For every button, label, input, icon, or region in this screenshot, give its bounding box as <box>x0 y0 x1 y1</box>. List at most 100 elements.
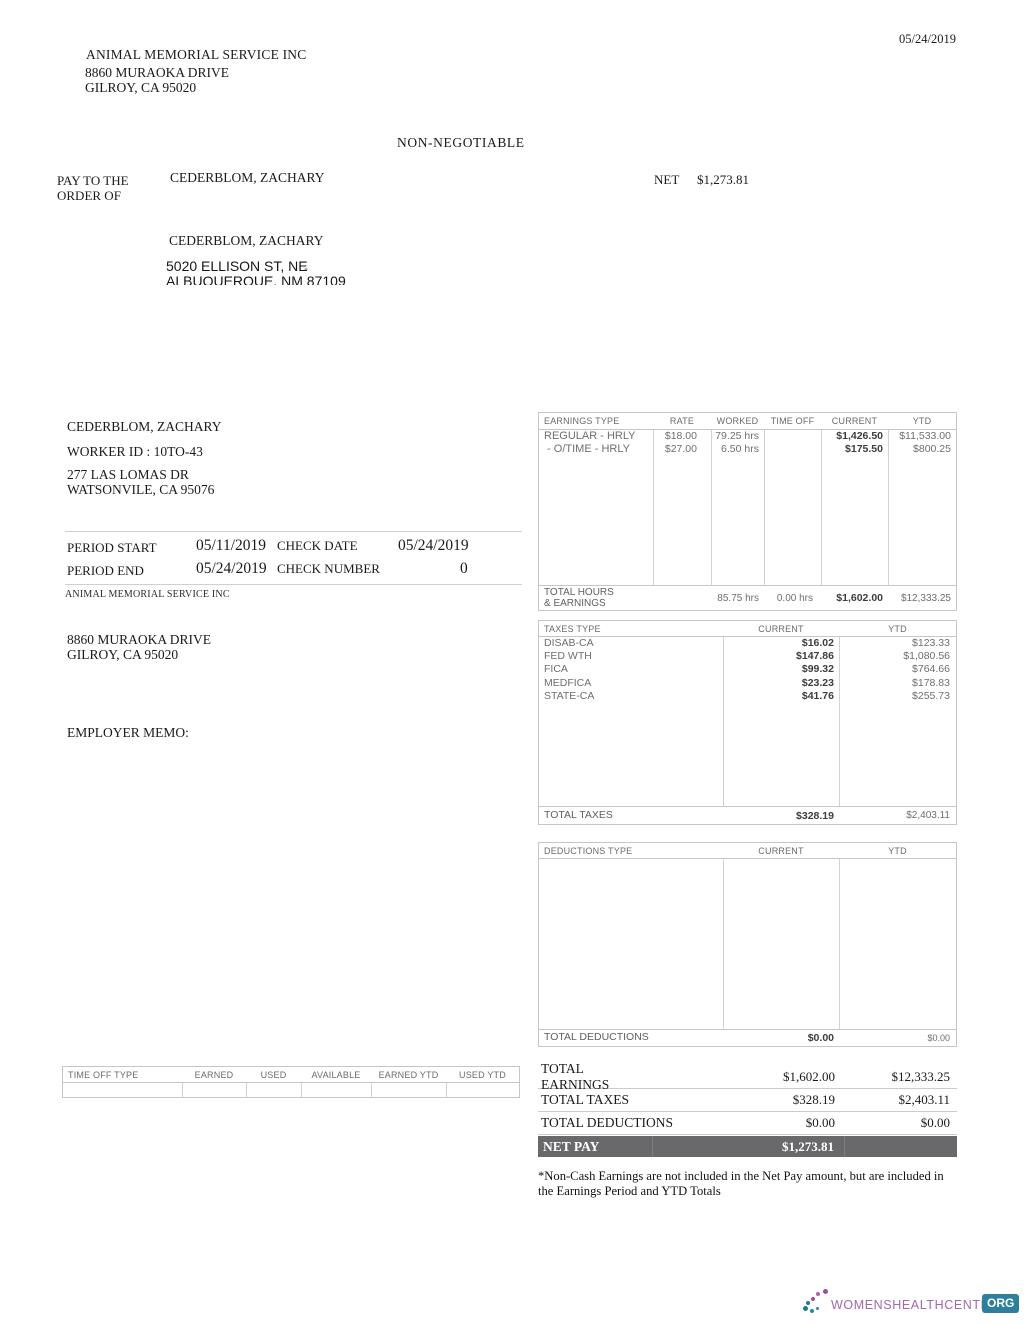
timeoff-header-used-ytd: USED YTD <box>459 1069 506 1080</box>
check-date-label: CHECK DATE <box>277 538 358 553</box>
non-negotiable-label: NON-NEGOTIABLE <box>397 135 525 150</box>
tax-row-type: FICA <box>544 663 568 676</box>
net-label: NET <box>654 172 680 187</box>
timeoff-header-earned: EARNED <box>194 1069 234 1080</box>
earnings-total-current: $1,602.00 <box>836 592 883 604</box>
earnings-row-rate: $27.00 <box>664 443 697 456</box>
period-end-value: 05/24/2019 <box>196 560 267 577</box>
earnings-row-type: - O/TIME - HRLY <box>544 443 630 456</box>
summary-row-deductions: TOTAL DEDUCTIONS $0.00 $0.00 <box>538 1112 957 1135</box>
tax-row-current: $99.32 <box>801 663 834 676</box>
taxes-header-type: TAXES TYPE <box>544 623 601 634</box>
time-off-table-body <box>63 1083 519 1097</box>
earnings-header-worked: WORKED <box>716 416 759 426</box>
earnings-row-current: $1,426.50 <box>836 430 883 442</box>
mail-street: 5020 ELLISON ST, NE <box>166 258 308 274</box>
tax-row-ytd: $1,080.56 <box>903 650 950 663</box>
employer-address-line1: 8860 MURAOKA DRIVE <box>67 632 212 647</box>
tax-row-ytd: $123.33 <box>912 637 950 649</box>
mail-dash-mark: - <box>304 261 308 275</box>
earnings-total-label-2: & EARNINGS <box>544 598 606 609</box>
deductions-header-type: DEDUCTIONS TYPE <box>544 845 633 856</box>
employer-address: 8860 MURAOKA DRIVE GILROY, CA 95020 <box>67 632 211 662</box>
deductions-header-current: CURRENT <box>758 845 804 856</box>
employer-address-line2: GILROY, CA 95020 <box>67 647 179 662</box>
non-cash-footnote: *Non-Cash Earnings are not included in t… <box>538 1169 944 1198</box>
tax-row-ytd: $255.73 <box>912 689 950 702</box>
earnings-row-rate: $18.00 <box>664 430 697 442</box>
period-start-label: PERIOD START <box>67 540 157 555</box>
tax-row-current: $23.23 <box>801 676 834 689</box>
footer-logo-text: WOMENSHEALTHCENTER. <box>831 1298 1004 1312</box>
taxes-total-row: TOTAL TAXES $328.19 $2,403.11 <box>539 806 956 824</box>
earnings-total-timeoff: 0.00 hrs <box>776 592 813 604</box>
summary-label: TOTAL EARNINGS <box>541 1061 610 1092</box>
company-name-small: ANIMAL MEMORIAL SERVICE INC <box>65 589 230 600</box>
taxes-table-header: TAXES TYPE CURRENT YTD <box>539 621 956 637</box>
company-address-line1: 8860 MURAOKA DRIVE <box>85 65 230 80</box>
tax-row-type: DISAB-CA <box>544 637 594 649</box>
check-number-value: 0 <box>460 560 468 577</box>
earnings-row-ytd: $800.25 <box>913 443 951 456</box>
summary-label: TOTAL TAXES <box>541 1092 629 1107</box>
net-pay-amount: $1,273.81 <box>653 1136 845 1157</box>
earnings-row-worked: 6.50 hrs <box>721 443 759 456</box>
summary-label: TOTAL DEDUCTIONS <box>541 1115 674 1130</box>
tax-row-current: $147.86 <box>796 650 834 663</box>
earnings-table-body: REGULAR - HRLY - O/TIME - HRLY $18.00 $2… <box>539 430 956 585</box>
tax-row-type: STATE-CA <box>544 689 595 702</box>
earnings-header-timeoff: TIME OFF <box>770 416 815 426</box>
taxes-header-ytd: YTD <box>888 623 907 634</box>
earnings-header-type: EARNINGS TYPE <box>544 416 620 426</box>
summary-row-earnings: TOTAL EARNINGS $1,602.00 $12,333.25 <box>538 1061 957 1092</box>
earnings-header-current: CURRENT <box>831 416 878 426</box>
timeoff-header-earned-ytd: EARNED YTD <box>378 1069 439 1080</box>
deductions-table-header: DEDUCTIONS TYPE CURRENT YTD <box>539 843 956 859</box>
timeoff-header-available: AVAILABLE <box>311 1069 361 1080</box>
summary-ytd: $2,403.11 <box>898 1092 950 1107</box>
earnings-total-row: TOTAL HOURS & EARNINGS 85.75 hrs 0.00 hr… <box>539 585 956 610</box>
mail-city-clip: ALBUQUERQUE, NM 87109 <box>166 274 366 285</box>
period-end-label: PERIOD END <box>67 563 144 578</box>
company-address: 8860 MURAOKA DRIVE GILROY, CA 95020 <box>85 65 230 95</box>
net-pay-row: NET PAY $1,273.81 <box>538 1136 957 1157</box>
summary-current: $0.00 <box>805 1115 835 1130</box>
deductions-table-body <box>539 859 956 1029</box>
summary-row-taxes: TOTAL TAXES $328.19 $2,403.11 <box>538 1089 957 1112</box>
earnings-table-header: EARNINGS TYPE RATE WORKED TIME OFF CURRE… <box>539 413 956 430</box>
taxes-total-label: TOTAL TAXES <box>544 808 613 821</box>
earnings-header-rate: RATE <box>669 416 695 426</box>
employee-address: 277 LAS LOMAS DR WATSONVILE, CA 95076 <box>67 467 214 497</box>
earnings-row-ytd: $11,533.00 <box>899 430 951 442</box>
earnings-row-worked: 79.25 hrs <box>715 430 759 442</box>
pay-to-line1: PAY TO THE <box>57 173 129 188</box>
net-amount: $1,273.81 <box>697 172 749 187</box>
timeoff-header-type: TIME OFF TYPE <box>68 1069 139 1080</box>
employee-worker-id: WORKER ID : 10TO-43 <box>67 444 203 459</box>
taxes-header-current: CURRENT <box>758 623 804 634</box>
mail-city: ALBUQUERQUE, NM 87109 <box>166 274 346 285</box>
earnings-header-ytd: YTD <box>912 416 932 426</box>
print-date: 05/24/2019 <box>899 32 956 46</box>
earnings-total-label-1: TOTAL HOURS <box>544 586 614 598</box>
footer-logo-badge: ORG <box>982 1294 1020 1313</box>
check-payee-name: CEDERBLOM, ZACHARY <box>170 170 325 185</box>
taxes-total-ytd: $2,403.11 <box>906 810 950 821</box>
employee-city: WATSONVILE, CA 95076 <box>67 482 215 497</box>
earnings-table: EARNINGS TYPE RATE WORKED TIME OFF CURRE… <box>538 412 957 611</box>
deductions-total-row: TOTAL DEDUCTIONS $0.00 $0.00 <box>539 1029 956 1046</box>
deductions-total-ytd: $0.00 <box>927 1033 950 1043</box>
earnings-row-type: REGULAR - HRLY <box>544 430 636 442</box>
summary-ytd: $12,333.25 <box>891 1069 951 1084</box>
earnings-total-ytd: $12,333.25 <box>900 592 951 604</box>
pay-to-line2: ORDER OF <box>57 188 121 203</box>
deductions-total-label: TOTAL DEDUCTIONS <box>544 1031 649 1044</box>
tax-row-ytd: $178.83 <box>912 676 950 689</box>
tax-row-current: $16.02 <box>801 637 834 649</box>
tax-row-type: FED WTH <box>544 650 592 663</box>
earnings-total-worked: 85.75 hrs <box>717 592 759 604</box>
tax-row-current: $41.76 <box>801 689 834 702</box>
employee-street: 277 LAS LOMAS DR <box>67 467 189 482</box>
employee-name: CEDERBLOM, ZACHARY <box>67 419 222 434</box>
